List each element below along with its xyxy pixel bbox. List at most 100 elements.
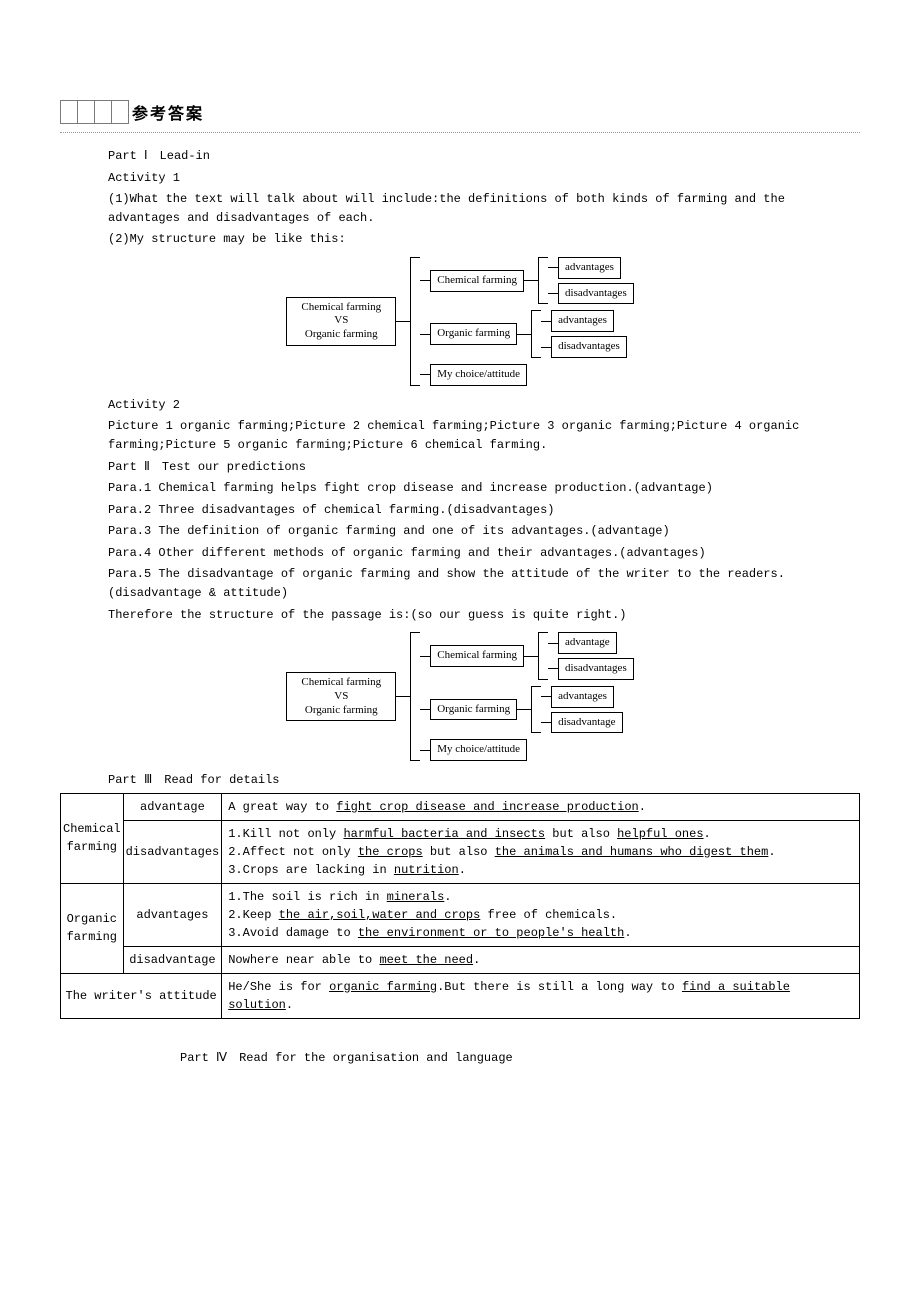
table-row: Chemical farming advantage A great way t… [61,793,860,820]
underline-text: organic farming [329,980,437,994]
para4: Para.4 Other different methods of organi… [60,544,860,563]
decorative-box [111,100,129,124]
part3-title: Part Ⅲ Read for details [60,771,860,790]
connector [517,334,531,335]
para2: Para.2 Three disadvantages of chemical f… [60,501,860,520]
cell-advantage-label: advantage [123,793,222,820]
decorative-box [60,100,78,124]
cell-organic-farming: Organic farming [61,883,124,973]
diagram-leaf-disadvantages: disadvantages [558,283,634,305]
text: Nowhere near able to [228,953,379,967]
para5: Para.5 The disadvantage of organic farmi… [60,565,860,602]
underline-text: the animals and humans who digest them [495,845,769,859]
bracket [410,632,420,761]
therefore-text: Therefore the structure of the passage i… [60,606,860,625]
diagram-node-chemical: Chemical farming [430,645,524,667]
text: . [459,863,466,877]
underline-text: nutrition [394,863,459,877]
text: . [768,845,775,859]
diagram-leaf-advantages: advantages [558,257,621,279]
header-boxes [60,100,128,124]
activity2-label: Activity 2 [60,396,860,415]
diagram-node-choice: My choice/attitude [430,364,527,386]
cell-advantages-label: advantages [123,883,222,946]
diagram-2: Chemical farmingVSOrganic farming Chemic… [60,632,860,761]
underline-text: harmful bacteria and insects [343,827,545,841]
cell-disadvantage-label: disadvantage [123,946,222,973]
diagram-leaf-disadvantages: disadvantages [558,658,634,680]
para3: Para.3 The definition of organic farming… [60,522,860,541]
text: 1.The soil is rich in [228,890,386,904]
connector [524,280,538,281]
activity1-q2: (2)My structure may be like this: [60,230,860,249]
text: . [473,953,480,967]
table-row: disadvantage Nowhere near able to meet t… [61,946,860,973]
text: . [624,926,631,940]
connector [396,321,410,322]
connector [420,334,430,335]
diagram-root: Chemical farmingVSOrganic farming [286,297,396,346]
cell-organic-advantages: 1.The soil is rich in minerals. 2.Keep t… [222,883,860,946]
details-table: Chemical farming advantage A great way t… [60,793,860,1019]
underline-text: helpful ones [617,827,703,841]
connector [396,696,410,697]
text: 3.Crops are lacking in [228,863,394,877]
bracket [410,257,420,386]
diagram-node-organic: Organic farming [430,323,517,345]
text: free of chemicals. [480,908,617,922]
text: but also [423,845,495,859]
cell-chemical-advantage: A great way to fight crop disease and in… [222,793,860,820]
diagram-leaf-disadvantages: disadvantages [551,336,627,358]
header-label: 参考答案 [132,100,204,124]
text: He/She is for [228,980,329,994]
diagram-node-organic: Organic farming [430,699,517,721]
underline-text: the environment or to people's health [358,926,624,940]
activity2-text: Picture 1 organic farming;Picture 2 chem… [60,417,860,454]
diagram-node-choice: My choice/attitude [430,739,527,761]
cell-writer-attitude-label: The writer's attitude [61,973,222,1018]
diagram-root-text: Chemical farmingVSOrganic farming [301,676,381,716]
text: . [286,998,293,1012]
text: .But there is still a long way to [437,980,682,994]
answer-key-header: 参考答案 [60,100,860,124]
diagram-leaf-advantage: advantage [558,632,617,654]
part2-title: Part Ⅱ Test our predictions [60,458,860,477]
cell-writer-attitude: He/She is for organic farming.But there … [222,973,860,1018]
diagram-root-text: Chemical farmingVSOrganic farming [301,301,381,341]
bracket [538,257,548,305]
cell-chemical-disadvantages: 1.Kill not only harmful bacteria and ins… [222,820,860,883]
underline-text: minerals [387,890,445,904]
underline-text: the crops [358,845,423,859]
cell-organic-disadvantage: Nowhere near able to meet the need. [222,946,860,973]
para1: Para.1 Chemical farming helps fight crop… [60,479,860,498]
text: 2.Affect not only [228,845,358,859]
divider [60,132,860,133]
diagram-leaf-disadvantage: disadvantage [551,712,622,734]
underline-text: meet the need [379,953,473,967]
page: 参考答案 Part Ⅰ Lead-in Activity 1 (1)What t… [0,0,920,1110]
text: 1.Kill not only [228,827,343,841]
text: 3.Avoid damage to [228,926,358,940]
part4-title: Part Ⅳ Read for the organisation and lan… [60,1049,860,1068]
connector [420,374,430,375]
diagram-leaf-advantages: advantages [551,310,614,332]
diagram-root: Chemical farmingVSOrganic farming [286,672,396,721]
diagram-node-chemical: Chemical farming [430,270,524,292]
cell-disadvantages-label: disadvantages [123,820,222,883]
diagram-1: Chemical farmingVSOrganic farming Chemic… [60,257,860,386]
table-row: disadvantages 1.Kill not only harmful ba… [61,820,860,883]
content: Part Ⅰ Lead-in Activity 1 (1)What the te… [60,147,860,1067]
underline-text: the air,soil,water and crops [279,908,481,922]
diagram-leaf-advantages: advantages [551,686,614,708]
text: A great way to [228,800,336,814]
activity1-q1: (1)What the text will talk about will in… [60,190,860,227]
underline-text: fight crop disease and increase producti… [336,800,638,814]
table-row: Organic farming advantages 1.The soil is… [61,883,860,946]
decorative-box [77,100,95,124]
part1-title: Part Ⅰ Lead-in [60,147,860,166]
text: but also [545,827,617,841]
bracket [531,310,541,358]
connector [420,280,430,281]
text: 2.Keep [228,908,278,922]
text: . [639,800,646,814]
